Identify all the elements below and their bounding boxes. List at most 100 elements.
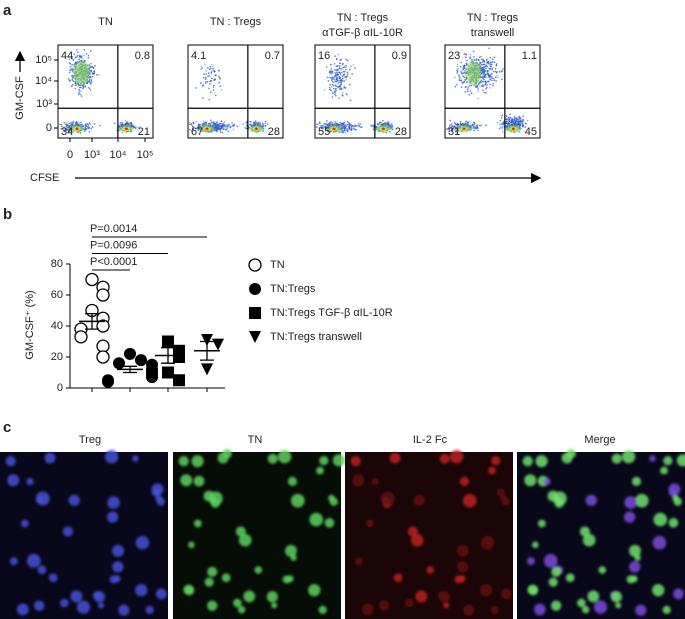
event-dot <box>465 86 467 88</box>
cell <box>205 577 214 586</box>
cell <box>179 456 189 466</box>
event-dot <box>71 122 73 124</box>
event-dot <box>501 117 503 119</box>
event-dot <box>483 68 485 70</box>
event-dot <box>69 72 71 74</box>
event-dot <box>349 125 351 127</box>
cell <box>427 566 435 574</box>
event-dot <box>339 122 341 124</box>
event-dot <box>83 86 85 88</box>
event-dot <box>230 127 232 129</box>
event-dot <box>344 80 346 82</box>
data-point <box>173 351 185 363</box>
quadrant-value: 16 <box>318 50 330 62</box>
event-dot <box>494 80 496 82</box>
data-point <box>162 336 174 348</box>
event-dot <box>213 122 215 124</box>
event-dot <box>344 123 346 125</box>
event-dot <box>479 125 481 127</box>
quadrant-value: 67 <box>191 126 203 138</box>
cell <box>287 575 294 582</box>
cell <box>156 589 167 600</box>
cell <box>524 474 536 486</box>
event-dot <box>264 125 266 127</box>
event-dot <box>86 53 88 55</box>
event-dot <box>499 124 501 126</box>
event-dot <box>330 64 332 66</box>
event-dot <box>78 89 80 91</box>
event-dot <box>255 120 257 122</box>
cell <box>673 589 684 600</box>
cell <box>6 456 16 466</box>
event-dot <box>232 129 234 131</box>
event-dot <box>460 123 462 125</box>
event-dot <box>500 127 502 129</box>
event-dot <box>233 124 235 126</box>
event-dot <box>218 76 220 78</box>
cell <box>146 606 154 614</box>
event-dot <box>527 120 529 122</box>
cell <box>408 526 418 536</box>
hot-spot <box>382 128 385 130</box>
event-dot <box>339 65 341 67</box>
event-dot <box>522 119 524 121</box>
event-dot <box>208 99 210 101</box>
cell <box>27 554 41 568</box>
event-dot <box>221 132 223 134</box>
event-dot <box>94 123 96 125</box>
event-dot <box>492 58 494 60</box>
cell <box>457 561 468 572</box>
event-dot <box>491 76 493 78</box>
event-dot <box>210 119 212 121</box>
event-dot <box>84 128 86 130</box>
event-dot <box>80 122 82 124</box>
legend-label: TN:Tregs <box>270 283 316 295</box>
cell <box>488 467 496 475</box>
hot-spot <box>76 128 79 130</box>
plot-title: TN : Tregs <box>210 16 262 28</box>
cell <box>439 591 450 602</box>
event-dot <box>328 122 330 124</box>
event-dot <box>513 123 515 125</box>
cell <box>21 520 29 528</box>
event-dot <box>222 128 224 130</box>
image-label: IL-2 Fc <box>413 434 448 446</box>
event-dot <box>350 129 352 131</box>
event-dot <box>508 117 510 119</box>
event-dot <box>482 67 484 69</box>
event-dot <box>332 81 334 83</box>
event-dot <box>479 82 481 84</box>
event-dot <box>486 87 488 89</box>
panel-letter: a <box>3 2 12 19</box>
event-dot <box>345 87 347 89</box>
event-dot <box>81 57 83 59</box>
event-dot <box>319 121 321 123</box>
event-dot <box>331 91 333 93</box>
cell <box>268 454 278 464</box>
data-point <box>249 259 261 271</box>
event-dot <box>130 122 132 124</box>
event-dot <box>336 123 338 125</box>
event-dot <box>489 84 491 86</box>
cell <box>112 561 123 572</box>
cell <box>316 467 324 475</box>
cell <box>544 554 558 568</box>
event-dot <box>348 129 350 131</box>
event-dot <box>481 86 483 88</box>
event-dot <box>481 124 483 126</box>
event-dot <box>469 58 471 60</box>
event-dot <box>92 126 94 128</box>
event-dot <box>502 131 504 133</box>
event-dot <box>88 124 90 126</box>
event-dot <box>466 81 468 83</box>
cell <box>538 520 546 528</box>
event-dot <box>340 68 342 70</box>
event-dot <box>354 125 356 127</box>
event-dot <box>485 92 487 94</box>
y-tick-label: 20 <box>51 351 63 363</box>
event-dot <box>474 59 476 61</box>
event-dot <box>213 86 215 88</box>
event-dot <box>208 74 210 76</box>
hot-spot <box>466 61 482 85</box>
y-tick-label: 40 <box>51 320 63 332</box>
